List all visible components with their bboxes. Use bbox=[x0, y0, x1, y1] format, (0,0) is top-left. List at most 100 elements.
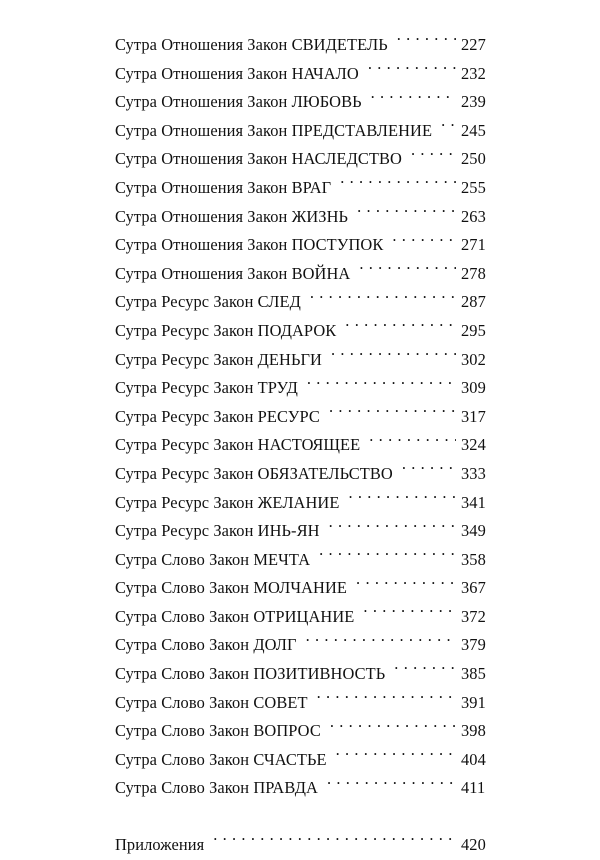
toc-entry-title: Сутра Слово Закон МОЛЧАНИЕ bbox=[115, 578, 348, 598]
toc-leader-dots bbox=[336, 748, 456, 764]
toc-entry[interactable]: Сутра Ресурс Закон ТРУД 309 bbox=[115, 374, 488, 403]
toc-entry[interactable]: Сутра Слово Закон СЧАСТЬЕ 404 bbox=[115, 746, 488, 775]
toc-entry[interactable]: Сутра Слово Закон ОТРИЦАНИЕ 372 bbox=[115, 603, 488, 632]
toc-entry[interactable]: Сутра Отношения Закон ПОСТУПОК 271 bbox=[115, 231, 488, 260]
toc-entry[interactable]: Сутра Ресурс Закон ДЕНЬГИ 302 bbox=[115, 346, 488, 375]
toc-entry-page-number: 391 bbox=[461, 692, 486, 712]
toc-entry-page-number: 250 bbox=[461, 149, 486, 169]
table-of-contents-page: Сутра Отношения Закон СВИДЕТЕЛЬ227Сутра … bbox=[0, 0, 600, 750]
toc-entry-title: Сутра Слово Закон ПОЗИТИВНОСТЬ bbox=[115, 664, 386, 684]
toc-entry-page-number: 302 bbox=[461, 349, 486, 369]
toc-entry-title: Сутра Слово Закон ДОЛГ bbox=[115, 635, 297, 655]
toc-entry-title: Сутра Ресурс Закон ТРУД bbox=[115, 378, 298, 398]
toc-leader-dots bbox=[402, 463, 456, 479]
toc-leader-dots bbox=[330, 720, 456, 736]
toc-leader-dots bbox=[368, 62, 456, 78]
toc-entry-title: Сутра Ресурс Закон ИНЬ-ЯН bbox=[115, 521, 320, 541]
toc-entry[interactable]: Сутра Слово Закон ПОЗИТИВНОСТЬ 385 bbox=[115, 660, 488, 689]
toc-entry-title: Сутра Слово Закон СОВЕТ bbox=[115, 692, 308, 712]
toc-entry[interactable]: Сутра Ресурс Закон ОБЯЗАТЕЛЬСТВО 333 bbox=[115, 460, 488, 489]
toc-entry-page-number: 349 bbox=[461, 521, 486, 541]
toc-entry-page-number: 295 bbox=[461, 320, 486, 340]
toc-leader-dots bbox=[340, 177, 456, 193]
toc-leader-dots bbox=[394, 663, 456, 679]
toc-entry[interactable]: Сутра Ресурс Закон НАСТОЯЩЕЕ 324 bbox=[115, 431, 488, 460]
toc-entry-page-number: 245 bbox=[461, 120, 486, 140]
toc-entry[interactable]: Сутра Слово Закон МОЛЧАНИЕ 367 bbox=[115, 574, 488, 603]
toc-entry-page-number: 255 bbox=[461, 177, 486, 197]
toc-entry[interactable]: Сутра Отношения Закон ПРЕДСТАВЛЕНИЕ 245 bbox=[115, 117, 488, 146]
toc-leader-dots bbox=[357, 205, 456, 221]
toc-entry[interactable]: Сутра Отношения Закон НАЧАЛО 232 bbox=[115, 60, 488, 89]
toc-leader-dots bbox=[331, 348, 456, 364]
toc-leader-dots bbox=[319, 548, 456, 564]
toc-entry-page-number: 317 bbox=[461, 406, 486, 426]
toc-entry[interactable]: Сутра Отношения Закон ЖИЗНЬ 263 bbox=[115, 203, 488, 232]
toc-entry-title: Сутра Отношения Закон ВРАГ bbox=[115, 177, 332, 197]
toc-entry-title: Приложения bbox=[115, 835, 205, 855]
toc-entry[interactable]: Сутра Отношения Закон СВИДЕТЕЛЬ 227 bbox=[115, 31, 488, 60]
toc-entry[interactable]: Сутра Слово Закон ВОПРОС 398 bbox=[115, 717, 488, 746]
toc-entry-title: Сутра Ресурс Закон НАСТОЯЩЕЕ bbox=[115, 435, 361, 455]
toc-entry-page-number: 227 bbox=[461, 35, 486, 54]
toc-leader-dots bbox=[441, 119, 456, 135]
toc-entry-page-number: 411 bbox=[461, 778, 486, 798]
toc-entry-title: Сутра Отношения Закон ЛЮБОВЬ bbox=[115, 92, 362, 112]
toc-entry[interactable]: Приложения 420 bbox=[115, 831, 488, 860]
toc-entry[interactable]: Сутра Слово Закон ПРАВДА 411 bbox=[115, 774, 488, 803]
toc-leader-dots bbox=[356, 577, 456, 593]
toc-entry[interactable]: Сутра Слово Закон ДОЛГ 379 bbox=[115, 631, 488, 660]
toc-entry[interactable]: Сутра Отношения Закон ЛЮБОВЬ 239 bbox=[115, 88, 488, 117]
toc-entry-title: Сутра Ресурс Закон РЕСУРС bbox=[115, 406, 320, 426]
toc-leader-dots bbox=[327, 777, 456, 793]
toc-leader-dots bbox=[397, 34, 456, 50]
toc-leader-dots bbox=[359, 262, 456, 278]
toc-entry[interactable]: Сутра Слово Закон МЕЧТА 358 bbox=[115, 546, 488, 575]
toc-leader-dots bbox=[411, 148, 456, 164]
toc-entry-page-number: 358 bbox=[461, 549, 486, 569]
toc-entry[interactable]: Сутра Отношения Закон НАСЛЕДСТВО 250 bbox=[115, 145, 488, 174]
toc-entry-page-number: 263 bbox=[461, 206, 486, 226]
toc-entry-page-number: 278 bbox=[461, 263, 486, 283]
toc-entry-page-number: 309 bbox=[461, 378, 486, 398]
toc-leader-dots bbox=[371, 91, 456, 107]
toc-entry[interactable]: Сутра Слово Закон СОВЕТ 391 bbox=[115, 689, 488, 718]
toc-entry-page-number: 232 bbox=[461, 63, 486, 83]
toc-leader-dots bbox=[369, 434, 456, 450]
toc-entry[interactable]: Сутра Ресурс Закон ЖЕЛАНИЕ 341 bbox=[115, 489, 488, 518]
toc-entry-title: Сутра Отношения Закон ЖИЗНЬ bbox=[115, 206, 349, 226]
toc-entry[interactable]: Сутра Отношения Закон ВРАГ 255 bbox=[115, 174, 488, 203]
toc-entry-page-number: 420 bbox=[461, 835, 486, 855]
toc-entry-page-number: 341 bbox=[461, 492, 486, 512]
toc-entry-title: Сутра Ресурс Закон ПОДАРОК bbox=[115, 320, 337, 340]
toc-entry-page-number: 385 bbox=[461, 664, 486, 684]
toc-entry-page-number: 287 bbox=[461, 292, 486, 312]
toc-entry-title: Сутра Ресурс Закон ОБЯЗАТЕЛЬСТВО bbox=[115, 463, 393, 483]
toc-entry-page-number: 324 bbox=[461, 435, 486, 455]
toc-leader-dots bbox=[345, 320, 456, 336]
toc-entry-title: Сутра Ресурс Закон ДЕНЬГИ bbox=[115, 349, 322, 369]
toc-leader-dots bbox=[348, 491, 456, 507]
toc-entry[interactable]: Сутра Отношения Закон ВОЙНА 278 bbox=[115, 260, 488, 289]
toc-entry-title: Сутра Слово Закон ПРАВДА bbox=[115, 778, 318, 798]
toc-entry[interactable]: Сутра Ресурс Закон ПОДАРОК 295 bbox=[115, 317, 488, 346]
toc-entry-title: Сутра Слово Закон ВОПРОС bbox=[115, 721, 321, 741]
toc-entry-title: Сутра Слово Закон МЕЧТА bbox=[115, 549, 311, 569]
toc-entry[interactable]: Сутра Ресурс Закон ИНЬ-ЯН 349 bbox=[115, 517, 488, 546]
toc-entry-page-number: 333 bbox=[461, 463, 486, 483]
toc-entry-page-number: 379 bbox=[461, 635, 486, 655]
toc-leader-dots bbox=[392, 234, 456, 250]
toc-entry-page-number: 271 bbox=[461, 235, 486, 255]
toc-entry-title: Сутра Отношения Закон ВОЙНА bbox=[115, 263, 351, 283]
toc-leader-dots bbox=[329, 520, 456, 536]
toc-leader-dots bbox=[213, 834, 456, 850]
toc-entry-page-number: 239 bbox=[461, 92, 486, 112]
toc-entry[interactable]: Сутра Ресурс Закон СЛЕД 287 bbox=[115, 288, 488, 317]
toc-entry-page-number: 367 bbox=[461, 578, 486, 598]
toc-entry-title: Сутра Слово Закон СЧАСТЬЕ bbox=[115, 749, 327, 769]
toc-entry-list: Сутра Отношения Закон СВИДЕТЕЛЬ227Сутра … bbox=[115, 31, 488, 860]
toc-entry-title: Сутра Отношения Закон ПОСТУПОК bbox=[115, 235, 384, 255]
toc-entry[interactable]: Сутра Ресурс Закон РЕСУРС 317 bbox=[115, 403, 488, 432]
toc-leader-dots bbox=[363, 605, 456, 621]
toc-entry-title: Сутра Отношения Закон НАЧАЛО bbox=[115, 63, 359, 83]
